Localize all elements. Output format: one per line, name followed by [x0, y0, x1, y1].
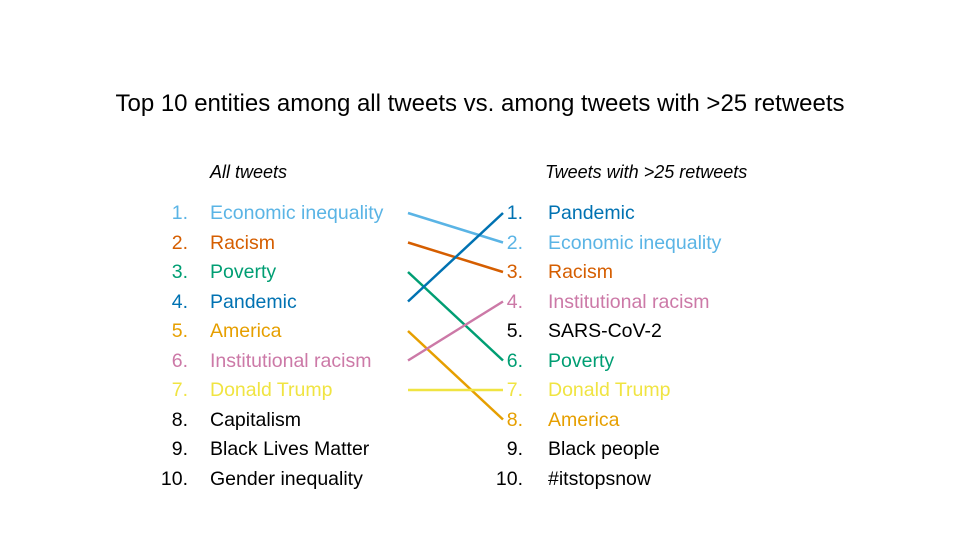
connector-line: [408, 331, 503, 420]
connector-line: [408, 272, 503, 361]
connector-line: [408, 302, 503, 361]
connector-line: [408, 213, 503, 302]
